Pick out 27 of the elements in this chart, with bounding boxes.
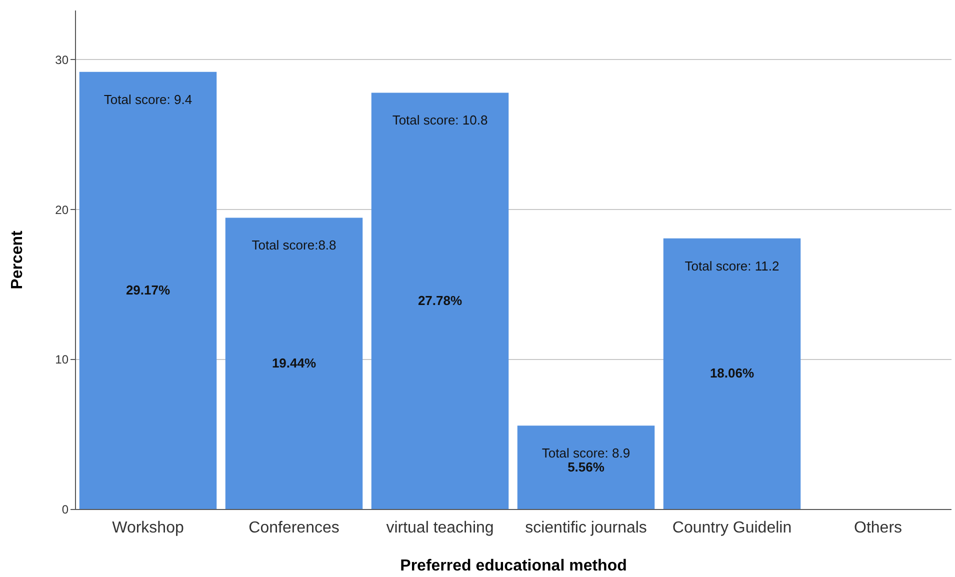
annotation: Total score: 11.2 bbox=[684, 258, 780, 274]
data-label: 18.06% bbox=[710, 366, 754, 381]
bar bbox=[663, 238, 801, 509]
x-tick-label: scientific journals bbox=[525, 520, 647, 536]
x-tick-label: virtual teaching bbox=[386, 520, 494, 536]
annotation: Total score:8.8 bbox=[252, 238, 336, 253]
x-tick-label: Conferences bbox=[248, 520, 340, 536]
y-axis-title: Percent bbox=[9, 230, 26, 290]
x-axis-title: Preferred educational method bbox=[400, 558, 627, 574]
x-tick-label: Workshop bbox=[112, 520, 184, 536]
y-tick-label: 30 bbox=[55, 52, 69, 67]
y-tick-label: 0 bbox=[62, 502, 69, 516]
y-tick-label: 10 bbox=[55, 352, 69, 367]
annotation: Total score: 10.8 bbox=[392, 112, 488, 128]
data-label: 5.56% bbox=[568, 459, 605, 474]
data-label: 19.44% bbox=[272, 355, 316, 370]
data-label: 29.17% bbox=[126, 282, 170, 298]
data-label: 27.78% bbox=[418, 292, 462, 308]
bar bbox=[371, 92, 509, 509]
bar bbox=[79, 72, 217, 509]
bar bbox=[225, 218, 363, 509]
y-tick-label: 20 bbox=[55, 202, 69, 217]
annotation: Total score: 9.4 bbox=[104, 92, 192, 107]
annotation: Total score: 8.9 bbox=[542, 446, 630, 461]
bar bbox=[517, 426, 655, 509]
x-tick-label: Country Guidelin bbox=[672, 520, 792, 536]
x-tick-label: Others bbox=[854, 520, 902, 536]
